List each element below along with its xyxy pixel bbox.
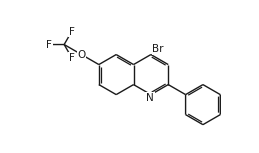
Text: F: F xyxy=(69,26,75,37)
Text: F: F xyxy=(46,39,52,50)
Text: N: N xyxy=(146,93,154,103)
Text: O: O xyxy=(77,50,86,60)
Text: Br: Br xyxy=(153,44,164,54)
Text: F: F xyxy=(69,52,75,63)
